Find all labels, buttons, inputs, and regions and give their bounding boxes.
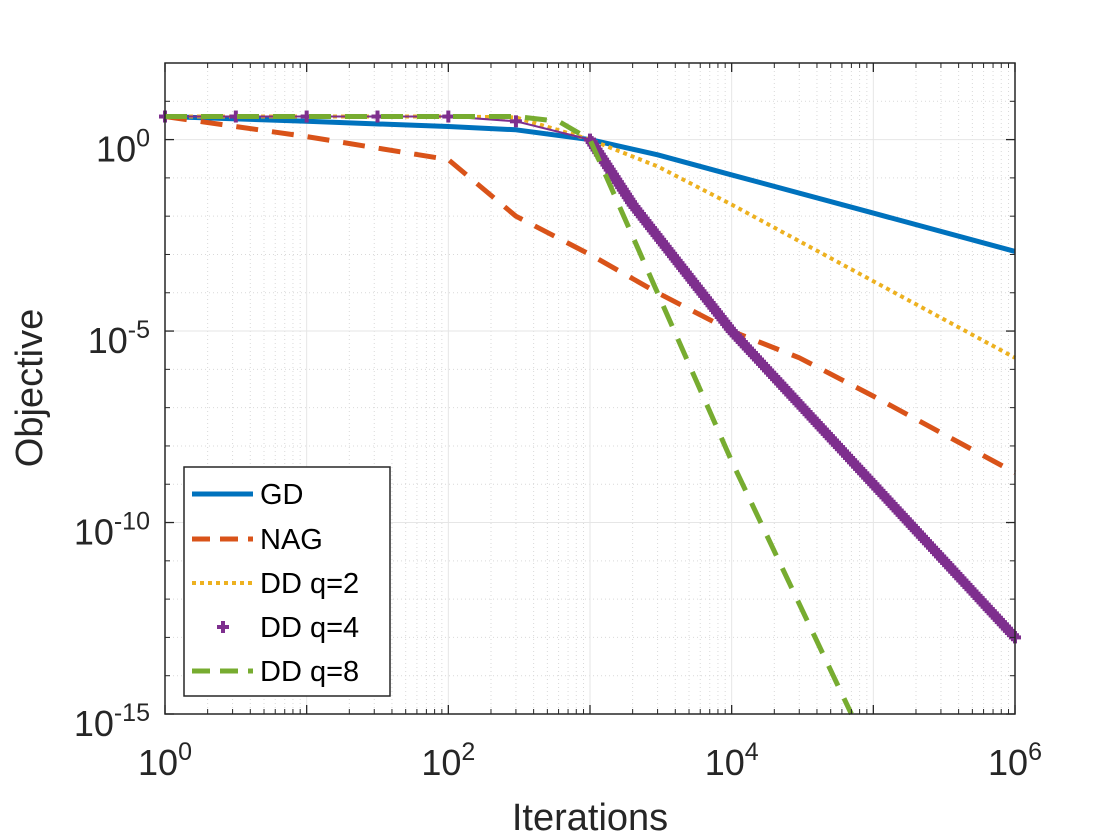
x-tick-label: 102 — [421, 738, 475, 783]
y-axis-label: Objective — [9, 309, 51, 467]
legend-label: DD q=8 — [260, 656, 359, 688]
x-tick-label: 106 — [988, 738, 1042, 783]
x-tick-labels: 100 102 104 106 — [138, 738, 1042, 783]
x-axis-label: Iterations — [512, 797, 668, 839]
legend-label: DD q=4 — [260, 612, 359, 644]
legend-label: DD q=2 — [260, 568, 359, 600]
y-tick-label: 100 — [96, 125, 150, 170]
legend-label: NAG — [260, 524, 323, 556]
x-tick-label: 100 — [138, 738, 192, 783]
y-tick-label: 10-5 — [88, 316, 150, 361]
y-tick-labels: 100 10-5 10-10 10-15 — [74, 125, 150, 744]
legend-label: GD — [260, 479, 304, 511]
legend: GD NAG DD q=2 DD q=4 DD q=8 — [184, 467, 390, 696]
y-tick-label: 10-15 — [74, 699, 150, 744]
y-tick-label: 10-10 — [74, 508, 150, 553]
x-tick-label: 104 — [705, 738, 759, 783]
